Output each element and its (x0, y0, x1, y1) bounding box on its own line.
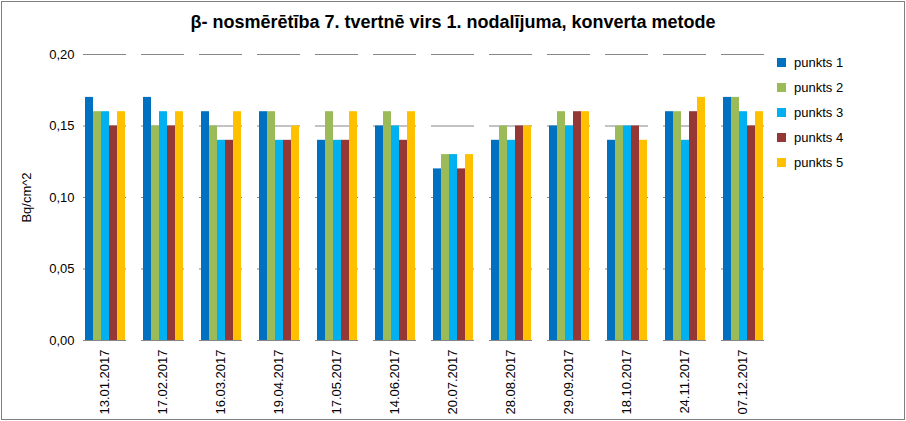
html-text:punkts 1: punkts 1 (794, 55, 844, 70)
svg-text:0,15: 0,15 (49, 118, 74, 133)
svg-text:Bq/cm^2: Bq/cm^2 (19, 172, 34, 222)
html-text:punkts 5: punkts 5 (794, 155, 844, 170)
svg-text:0,10: 0,10 (49, 190, 74, 205)
svg-text:14.06.2017: 14.06.2017 (387, 350, 402, 415)
svg-text:28.08.2017: 28.08.2017 (503, 350, 518, 415)
svg-text:0,05: 0,05 (49, 261, 74, 276)
svg-text:18.10.2017: 18.10.2017 (619, 350, 634, 415)
svg-text:0,20: 0,20 (49, 47, 74, 62)
svg-text:24.11.2017: 24.11.2017 (677, 350, 692, 414)
svg-text:0,00: 0,00 (49, 333, 74, 348)
html-text:β- nosmērētība 7. tvertnē virs: β- nosmērētība 7. tvertnē virs 1. nodalī… (190, 12, 716, 32)
svg-text:29.09.2017: 29.09.2017 (561, 350, 576, 415)
svg-text:19.04.2017: 19.04.2017 (271, 350, 286, 415)
svg-text:07.12.2017: 07.12.2017 (735, 350, 750, 415)
svg-text:16.03.2017: 16.03.2017 (213, 350, 228, 415)
svg-text:17.02.2017: 17.02.2017 (155, 350, 170, 415)
svg-text:20.07.2017: 20.07.2017 (445, 350, 460, 415)
svg-text:17.05.2017: 17.05.2017 (329, 350, 344, 415)
html-text:punkts 4: punkts 4 (794, 130, 844, 145)
html-text:punkts 2: punkts 2 (794, 80, 844, 95)
svg-text:13.01.2017: 13.01.2017 (97, 350, 112, 415)
html-text:punkts 3: punkts 3 (794, 105, 844, 120)
